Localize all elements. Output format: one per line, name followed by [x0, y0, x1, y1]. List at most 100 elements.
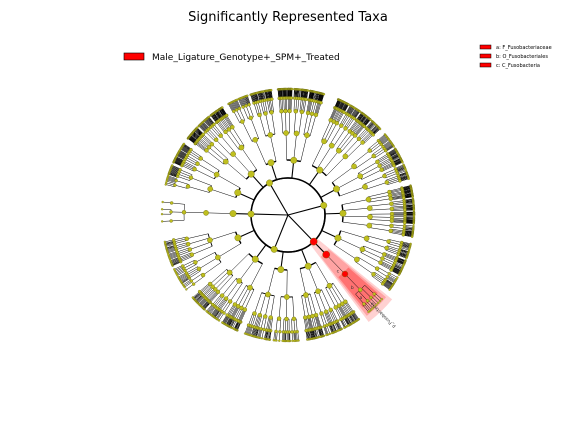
clade-node: [340, 301, 345, 306]
branch: [259, 92, 263, 102]
branch: [239, 108, 246, 121]
branch: [336, 131, 350, 150]
clade-node: [213, 287, 218, 292]
branch: [263, 316, 267, 330]
branch: [334, 244, 358, 260]
branch: [183, 161, 196, 168]
branch: [259, 293, 267, 316]
branch: [237, 308, 244, 321]
clade-node: [279, 109, 284, 114]
species-node: [290, 87, 294, 91]
branch: [393, 265, 402, 270]
clade-node: [319, 101, 323, 105]
branch: [371, 275, 383, 285]
branch: [387, 180, 400, 185]
branch: [239, 259, 256, 282]
clade-node: [360, 140, 365, 145]
branch: [228, 103, 233, 113]
branch: [189, 270, 201, 279]
clade-node: [181, 210, 187, 215]
species-node: [161, 220, 164, 223]
branch: [388, 274, 397, 280]
species-node: [306, 89, 310, 92]
branch: [326, 254, 346, 275]
branch: [337, 112, 345, 124]
branch: [248, 312, 254, 326]
chart-title: Significantly Represented Taxa: [188, 10, 388, 25]
branch: [304, 295, 310, 317]
branch: [255, 314, 260, 328]
branch: [176, 155, 185, 161]
clade-node: [225, 313, 229, 317]
branch: [216, 122, 225, 133]
branch: [230, 305, 238, 318]
branch: [391, 224, 405, 227]
branch: [195, 142, 207, 151]
branch: [337, 306, 345, 318]
branch: [322, 313, 328, 326]
branch: [201, 123, 208, 131]
branch: [181, 147, 190, 153]
branch: [216, 174, 241, 189]
clade-node: [184, 236, 189, 241]
branch: [205, 288, 215, 298]
clade-node: [281, 330, 286, 334]
clade-node: [263, 314, 268, 319]
branch: [307, 294, 313, 317]
branch: [295, 89, 297, 99]
branch: [370, 144, 382, 153]
clade-node: [240, 119, 245, 124]
branch: [209, 231, 236, 241]
branch: [222, 278, 237, 296]
branch: [326, 123, 338, 143]
branch: [217, 311, 223, 320]
species-node: [405, 257, 408, 260]
branch: [389, 187, 402, 192]
branch: [201, 136, 212, 146]
clade-node: [322, 324, 327, 328]
branch: [271, 112, 276, 135]
branch: [339, 186, 366, 197]
clade-key-swatch-a: [479, 44, 492, 50]
branch: [365, 240, 387, 249]
clade-node: [315, 288, 321, 295]
branch: [208, 128, 218, 139]
branch: [390, 197, 404, 201]
branch: [386, 247, 400, 252]
species-node: [401, 161, 404, 164]
clade-node: [328, 307, 333, 313]
clade-node: [265, 291, 271, 298]
clade-node: [276, 316, 282, 321]
clade-node: [169, 210, 173, 214]
clade-node: [241, 105, 245, 109]
branch: [177, 153, 186, 159]
branch: [182, 145, 191, 151]
species-node: [161, 200, 164, 204]
clade-key-label-b: b: O_Fusobacteriales: [496, 54, 548, 60]
branch: [218, 120, 227, 132]
branch: [346, 142, 363, 159]
clade-node: [178, 168, 182, 172]
branch: [342, 115, 350, 127]
branch: [193, 276, 205, 285]
clade-node: [299, 109, 305, 115]
branch: [369, 298, 377, 305]
clade-node: [283, 130, 289, 136]
branch: [295, 318, 298, 332]
branch: [283, 318, 285, 332]
branch: [325, 325, 329, 335]
branch: [171, 167, 180, 172]
branch: [197, 140, 208, 150]
clade-node: [351, 163, 357, 170]
branch: [181, 147, 190, 153]
branch: [309, 293, 317, 316]
branch: [362, 304, 369, 313]
clade-node: [210, 284, 215, 289]
clade-node: [388, 228, 393, 234]
clade-node: [356, 136, 362, 142]
branch: [391, 221, 405, 224]
branch: [182, 163, 195, 171]
branch: [360, 252, 381, 263]
branch: [261, 91, 264, 101]
clade-node: [220, 293, 225, 298]
